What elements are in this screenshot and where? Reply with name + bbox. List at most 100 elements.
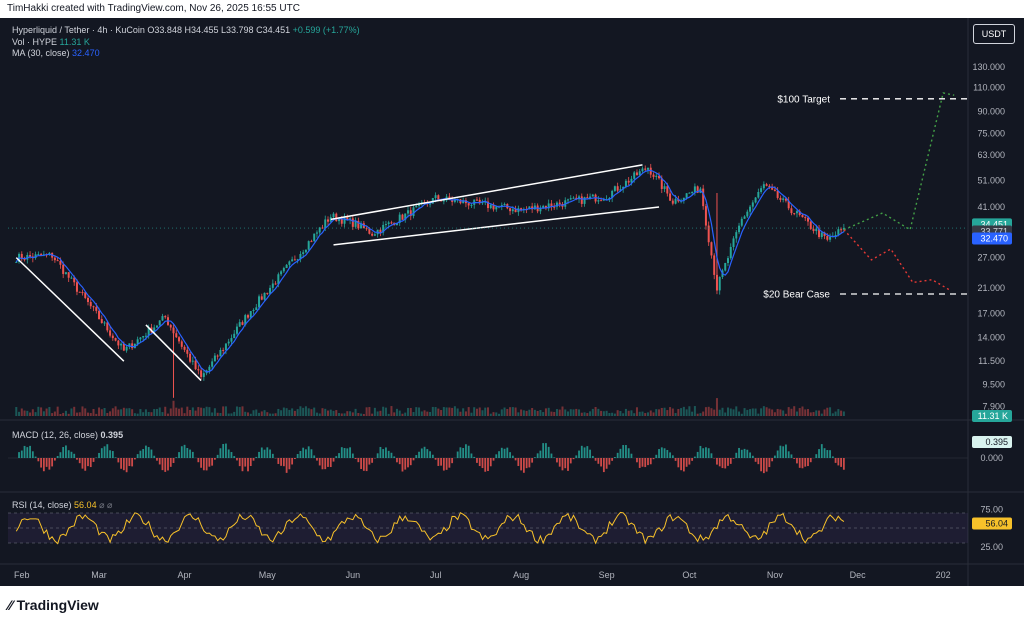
macd-histogram-bar: [506, 447, 509, 458]
macd-histogram-bar: [172, 458, 175, 463]
macd-histogram-bar: [318, 458, 321, 466]
volume-bar: [307, 408, 310, 416]
candle-body: [84, 292, 87, 298]
volume-bar: [142, 412, 145, 416]
volume-bar: [829, 407, 832, 416]
price-tick-label: 21.000: [977, 283, 1005, 293]
candle-body: [158, 320, 161, 326]
macd-histogram-bar: [109, 450, 111, 458]
candle-body: [92, 306, 95, 308]
candle-body: [478, 199, 481, 204]
volume-bar: [724, 412, 727, 416]
macd-histogram-bar: [685, 458, 688, 467]
ma-legend: MA (30, close) 32.470: [12, 48, 100, 58]
volume-bar: [760, 408, 763, 416]
candle-body: [649, 167, 652, 175]
candle-body: [718, 276, 721, 291]
candle-body: [691, 192, 694, 194]
candle-body: [142, 335, 145, 338]
candle-body: [73, 277, 76, 283]
candle-body: [211, 361, 214, 367]
macd-histogram-bar: [258, 451, 260, 458]
volume-bar: [31, 409, 34, 416]
volume-bar: [630, 410, 633, 416]
candle-body: [583, 197, 586, 204]
macd-histogram-bar: [691, 458, 694, 461]
channel-trendline: [145, 324, 202, 382]
volume-bar: [498, 413, 501, 416]
volume-bar: [740, 413, 743, 416]
candle-body: [194, 360, 197, 370]
macd-histogram-bar: [520, 458, 523, 471]
macd-histogram-bar: [591, 455, 594, 458]
candle-body: [790, 208, 793, 214]
volume-bar: [671, 408, 674, 416]
macd-histogram-bar: [59, 452, 62, 458]
volume-bar: [227, 413, 230, 416]
macd-histogram-bar: [680, 458, 683, 471]
macd-histogram-bar: [445, 458, 448, 470]
macd-histogram-bar: [605, 458, 608, 469]
rsi-legend-value: 56.04: [74, 500, 97, 510]
candle-body: [462, 200, 465, 204]
candle-body: [208, 366, 211, 371]
macd-histogram-bar: [820, 444, 823, 458]
volume-bar: [247, 412, 249, 416]
volume-bar: [200, 407, 203, 416]
candle-body: [660, 178, 663, 189]
macd-histogram-bar: [324, 458, 327, 470]
macd-histogram-bar: [263, 449, 266, 458]
volume-bar: [67, 413, 70, 416]
chart-canvas[interactable]: 130.000 110.000 90.000 75.000 63.000 51.000 41…: [0, 18, 1024, 586]
volume-bar: [539, 410, 542, 416]
macd-histogram-bar: [655, 454, 658, 458]
candle-body: [183, 346, 186, 350]
candle-body: [663, 186, 666, 189]
macd-histogram-bar: [528, 458, 531, 468]
price-change: +0.599 (+1.77%): [292, 25, 360, 35]
candle-body: [131, 343, 134, 349]
volume-bar: [357, 412, 360, 416]
volume-bar: [495, 412, 498, 416]
volume-bar: [293, 410, 296, 416]
volume-bar: [597, 408, 600, 416]
macd-histogram-bar: [310, 449, 313, 458]
candle-body: [520, 208, 523, 210]
candle-body: [580, 196, 583, 204]
volume-bar: [492, 412, 495, 416]
volume-bar: [677, 409, 680, 416]
candle-body: [842, 228, 845, 230]
candle-body: [735, 232, 738, 239]
volume-bar: [412, 412, 415, 416]
volume-bar: [45, 408, 48, 416]
candle-body: [749, 206, 752, 212]
candle-body: [782, 198, 785, 200]
volume-bar: [208, 407, 211, 416]
candle-body: [509, 208, 512, 212]
candle-body: [213, 355, 216, 362]
macd-histogram-bar: [705, 447, 707, 458]
volume-bar: [155, 408, 158, 416]
volume-bar: [53, 411, 56, 416]
macd-histogram-bar: [751, 455, 754, 458]
candle-body: [429, 203, 432, 205]
macd-histogram-bar: [103, 446, 106, 458]
credit-bar: TimHakki created with TradingView.com, N…: [0, 0, 1024, 18]
macd-histogram-bar: [117, 458, 120, 463]
candle-body: [175, 333, 178, 338]
candle-body: [407, 210, 409, 214]
candle-body: [230, 338, 233, 342]
macd-histogram-bar: [87, 458, 89, 467]
volume-bar: [655, 409, 658, 416]
chart-area[interactable]: 130.000 110.000 90.000 75.000 63.000 51.000 41…: [0, 18, 1024, 586]
volume-bar: [327, 410, 329, 416]
volume-bar: [611, 412, 614, 416]
candle-body: [277, 274, 280, 285]
volume-bar: [34, 412, 37, 416]
bull-projection-path: [843, 92, 955, 231]
volume-bar: [431, 406, 434, 416]
macd-histogram-bar: [37, 458, 40, 462]
candle-body: [299, 254, 302, 260]
currency-button[interactable]: USDT: [973, 24, 1015, 44]
candle-body: [762, 184, 765, 189]
